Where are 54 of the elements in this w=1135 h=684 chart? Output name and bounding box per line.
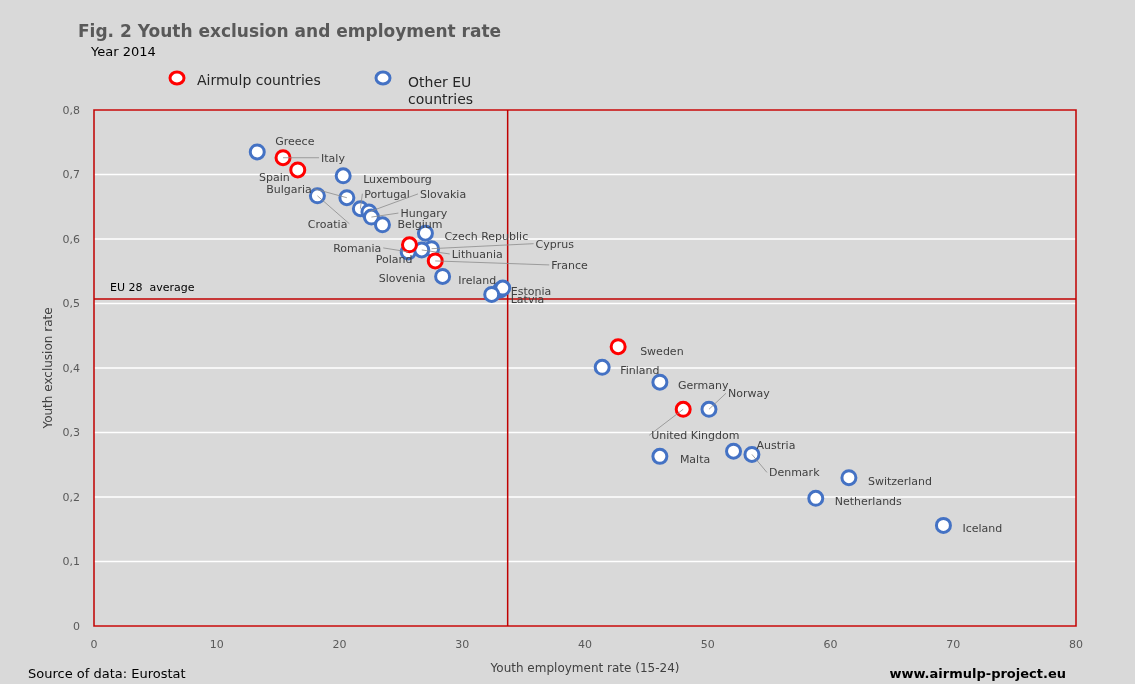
- annotation: Luxembourg: [363, 172, 432, 186]
- y-tick-label: 0,2: [62, 490, 80, 504]
- annotation: Slovenia: [378, 272, 426, 286]
- annotation: France: [551, 258, 589, 272]
- annotation: Denmark: [768, 466, 821, 480]
- x-tick-label: 80: [1069, 638, 1083, 651]
- annotation: Ireland: [458, 273, 497, 287]
- annotation: Italy: [321, 151, 346, 165]
- annotation: Romania: [333, 241, 382, 255]
- legend-label: Other EU countries: [408, 74, 474, 107]
- annotation: Switzerland: [867, 474, 933, 488]
- annotation: Lithuania: [451, 247, 503, 261]
- y-tick-label: 0,1: [62, 555, 80, 569]
- annotation: United Kingdom: [651, 429, 740, 443]
- x-tick-label: 60: [823, 638, 838, 651]
- annotation: Spain: [259, 170, 290, 184]
- annotation: Croatia: [307, 217, 348, 231]
- y-axis-title: Youth exclusion rate: [41, 307, 55, 430]
- text: www.airmulp-project.eu: [889, 666, 1066, 681]
- y-tick-label: 0: [73, 619, 80, 633]
- annotation: Hungary: [400, 206, 448, 220]
- annotation: Finland: [620, 364, 660, 378]
- annotation: Bulgaria: [266, 182, 312, 196]
- source-note: Source of data: Eurostat: [28, 666, 186, 681]
- annotation: Austria: [756, 439, 796, 453]
- x-tick-label: 0: [90, 638, 98, 651]
- chart-subtitle: Year 2014: [90, 44, 156, 59]
- x-tick-label: 20: [332, 638, 347, 651]
- y-tick-label: 0,8: [62, 103, 80, 117]
- y-tick-label: 0,7: [62, 168, 80, 182]
- annotation: Norway: [727, 387, 771, 401]
- x-tick-label: 40: [578, 638, 592, 651]
- x-tick-label: 50: [700, 638, 715, 651]
- y-tick-label: 0,6: [62, 232, 80, 246]
- y-tick-label: 0,4: [62, 361, 80, 375]
- y-tick-label: 0,5: [62, 297, 80, 311]
- annotation: Greece: [275, 134, 315, 148]
- y-tick-label: 0,3: [62, 426, 80, 440]
- annotation: Portugal: [364, 187, 410, 201]
- chart-title: Fig. 2 Youth exclusion and employment rate: [78, 21, 502, 41]
- annotation: Sweden: [640, 344, 684, 358]
- x-tick-label: 10: [209, 638, 224, 651]
- annotation: Slovakia: [419, 187, 467, 201]
- annotation: Malta: [679, 453, 711, 467]
- x-tick-label: 30: [455, 638, 470, 651]
- annotation: Germany: [677, 379, 729, 393]
- annotation: Poland: [375, 252, 413, 266]
- annotation: Cyprus: [535, 237, 575, 251]
- x-axis-title: Youth employment rate (15-24): [489, 661, 680, 675]
- annotation: Iceland: [962, 522, 1003, 536]
- x-tick-label: 70: [946, 638, 961, 651]
- ref-line-label: EU 28 average: [110, 280, 195, 294]
- annotation: Netherlands: [834, 495, 903, 509]
- legend-label: Airmulp countries: [197, 72, 321, 88]
